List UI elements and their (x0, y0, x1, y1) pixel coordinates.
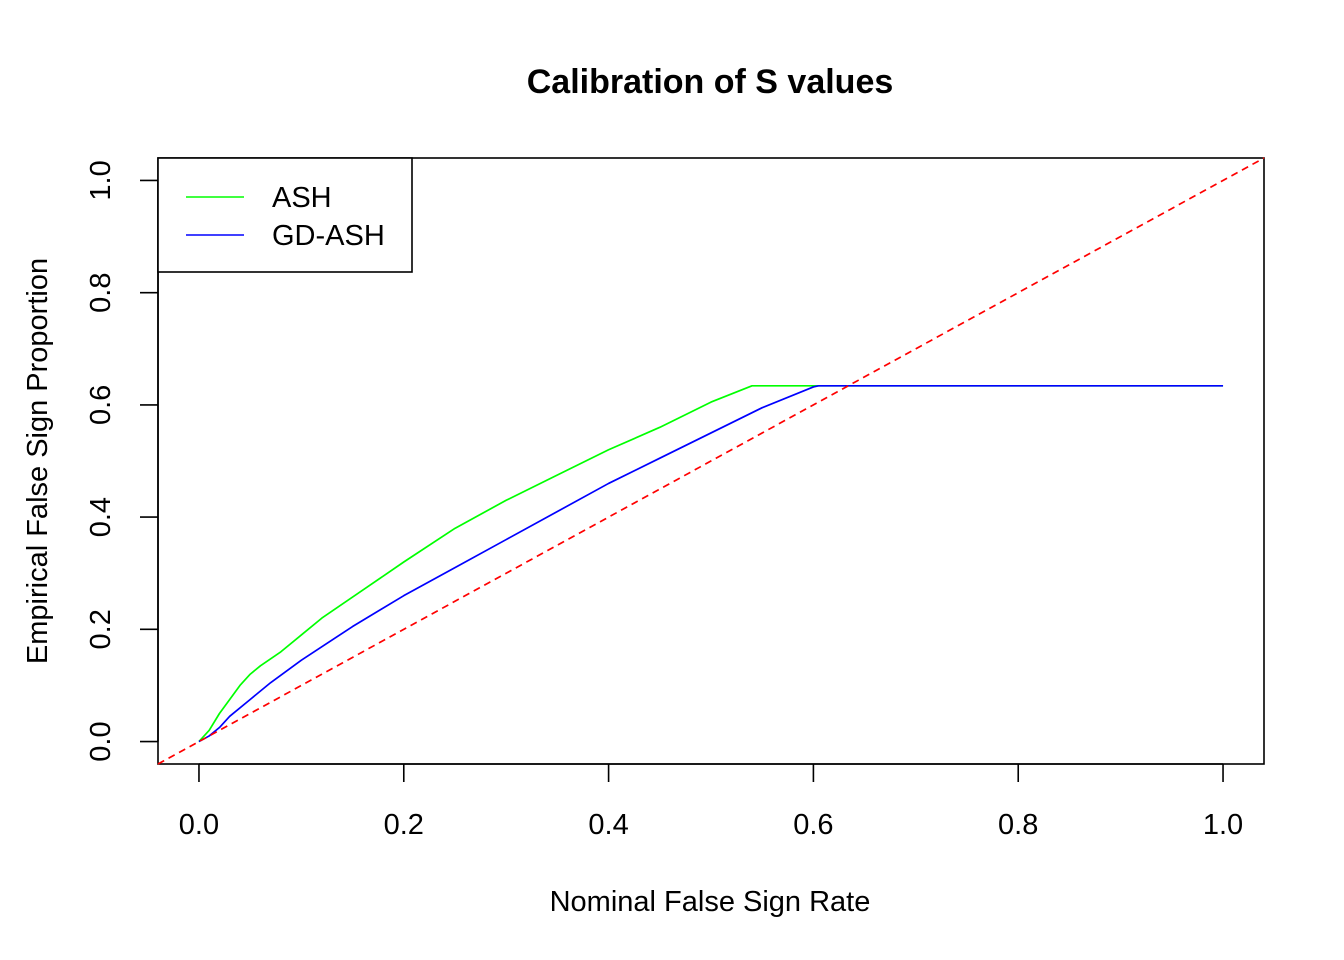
legend-label-ash: ASH (272, 182, 332, 214)
x-tick-label: 0.0 (179, 809, 219, 841)
x-tick-label: 0.4 (588, 809, 628, 841)
chart-title: Calibration of S values (527, 63, 894, 101)
y-tick-label: 1.0 (85, 160, 117, 200)
x-tick-label: 0.2 (384, 809, 424, 841)
y-tick-label: 0.0 (85, 721, 117, 761)
legend-box (157, 157, 413, 273)
legend-label-gd-ash: GD-ASH (272, 220, 385, 252)
x-axis: 0.0 0.2 0.4 0.6 0.8 1.0 (179, 763, 1243, 841)
y-tick-label: 0.8 (85, 273, 117, 313)
series-line-gd-ash (198, 384, 1224, 743)
legend: ASH GD-ASH (157, 157, 413, 273)
y-axis: 0.0 0.2 0.4 0.6 0.8 1.0 (85, 160, 159, 762)
y-axis-label: Empirical False Sign Proportion (22, 258, 54, 664)
series-line-ash (198, 384, 1224, 743)
x-tick-label: 0.8 (998, 809, 1038, 841)
reference-diagonal-line (157, 157, 1265, 765)
y-tick-label: 0.6 (85, 385, 117, 425)
x-axis-label: Nominal False Sign Rate (550, 886, 871, 918)
x-tick-label: 1.0 (1203, 809, 1243, 841)
y-tick-label: 0.4 (85, 497, 117, 537)
x-tick-label: 0.6 (793, 809, 833, 841)
y-tick-label: 0.2 (85, 609, 117, 649)
